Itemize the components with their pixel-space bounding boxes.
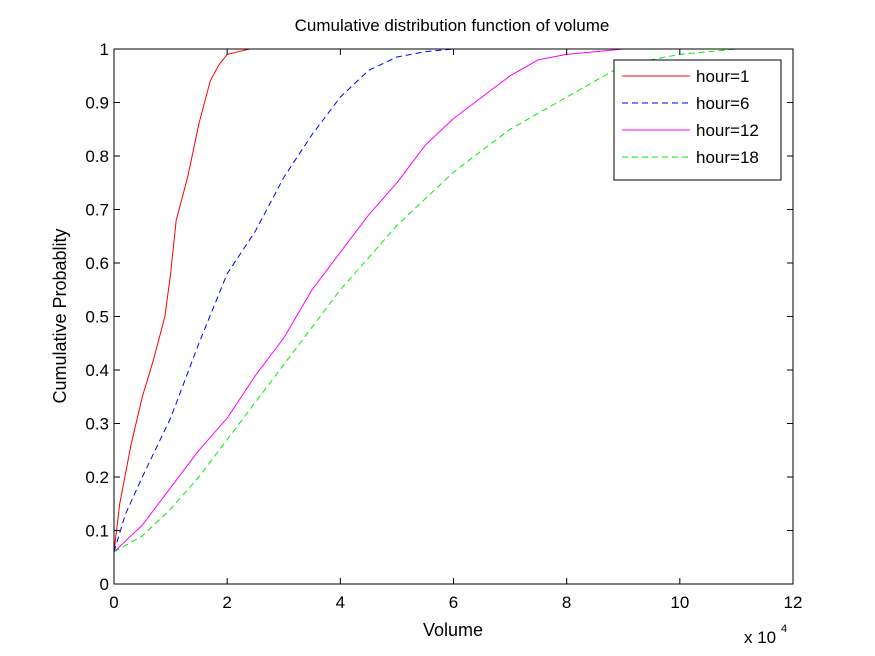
x-tick-label: 6 xyxy=(449,593,458,612)
legend-box xyxy=(613,59,782,181)
series-line-1 xyxy=(113,48,262,552)
y-tick-label: 0.1 xyxy=(85,522,109,541)
x-multiplier-label: x 10 xyxy=(744,628,776,647)
legend-label-4: hour=18 xyxy=(696,148,759,167)
y-tick-label: 0.3 xyxy=(85,415,109,434)
y-tick-label: 0.9 xyxy=(85,94,109,113)
y-tick-label: 0.5 xyxy=(85,308,109,327)
legend-label-1: hour=1 xyxy=(696,67,749,86)
x-tick-label: 10 xyxy=(670,593,689,612)
y-tick-label: 0.2 xyxy=(85,468,109,487)
y-tick-label: 0.8 xyxy=(85,147,109,166)
series-line-2 xyxy=(113,48,465,553)
y-tick-label: 0.6 xyxy=(85,254,109,273)
y-axis-label: Cumulative Probablity xyxy=(50,228,70,403)
chart-title: Cumulative distribution function of volu… xyxy=(295,16,610,35)
legend-entries: hour=1 hour=6 hour=12 hour=18 xyxy=(622,67,759,167)
x-tick-label: 8 xyxy=(562,593,571,612)
x-tick-label: 0 xyxy=(109,593,118,612)
y-tick-label: 0.7 xyxy=(85,201,109,220)
ticks-layer: 0 2 4 6 8 10 12 0 0.1 0.2 0.3 0.4 0.5 0.6 0.7 0.8 0.9 1 xyxy=(85,40,802,612)
y-tick-label: 0.4 xyxy=(85,361,109,380)
y-tick-label: 0 xyxy=(100,575,109,594)
x-axis-label: Volume xyxy=(423,620,483,640)
x-tick-label: 2 xyxy=(222,593,231,612)
legend-label-3: hour=12 xyxy=(696,121,759,140)
x-multiplier-exponent: 4 xyxy=(781,623,787,635)
x-tick-label: 12 xyxy=(784,593,803,612)
plot-frame xyxy=(113,48,794,585)
y-tick-label: 1 xyxy=(100,40,109,59)
x-tick-label: 4 xyxy=(336,593,345,612)
legend: hour=1 hour=6 hour=12 hour=18 xyxy=(613,59,782,181)
series-line-3 xyxy=(113,48,652,553)
legend-label-2: hour=6 xyxy=(696,94,749,113)
